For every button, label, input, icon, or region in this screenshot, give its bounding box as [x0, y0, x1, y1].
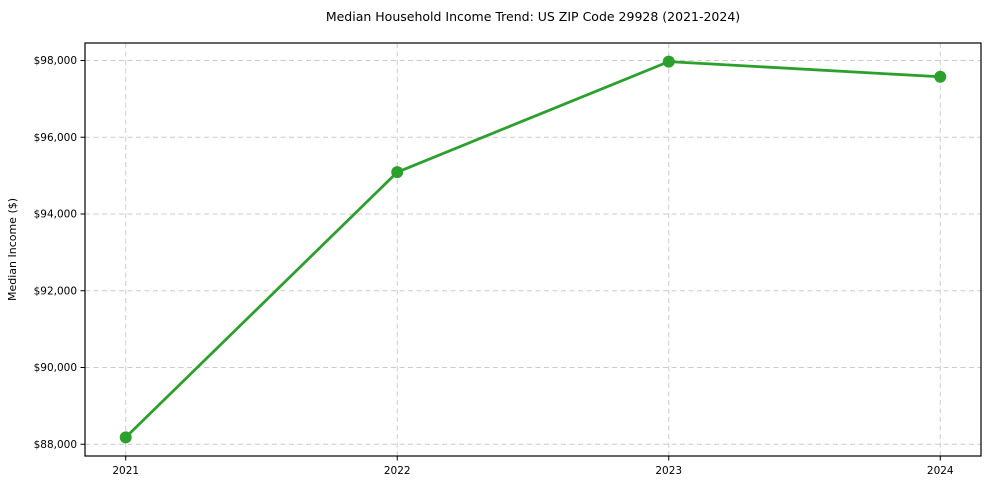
- y-tick-label: $92,000: [34, 285, 77, 297]
- y-tick-label: $94,000: [34, 209, 77, 221]
- data-point-marker: [391, 166, 404, 179]
- y-tick-label: $90,000: [34, 362, 77, 374]
- y-tick-label: $96,000: [34, 132, 77, 144]
- y-axis-label: Median Income ($): [6, 198, 19, 301]
- tick-labels-layer: $88,000 $90,000 $92,000 $94,000 $96,000 $98,0…: [34, 55, 954, 477]
- data-point-marker: [934, 70, 947, 83]
- x-tick-label: 2022: [384, 465, 411, 477]
- axis-ticks-layer: [80, 59, 941, 461]
- chart-title: Median Household Income Trend: US ZIP Co…: [326, 9, 740, 24]
- data-point-marker: [119, 431, 132, 444]
- data-point-marker: [662, 55, 675, 68]
- gridlines-layer: [85, 43, 981, 456]
- income-trend-line: [124, 60, 942, 439]
- series-layer: [119, 55, 947, 444]
- x-tick-label: 2023: [655, 465, 682, 477]
- y-tick-label: $88,000: [34, 439, 77, 451]
- x-tick-label: 2024: [927, 465, 954, 477]
- y-tick-label: $98,000: [34, 55, 77, 67]
- x-tick-label: 2021: [112, 465, 139, 477]
- plot-border: [84, 42, 982, 457]
